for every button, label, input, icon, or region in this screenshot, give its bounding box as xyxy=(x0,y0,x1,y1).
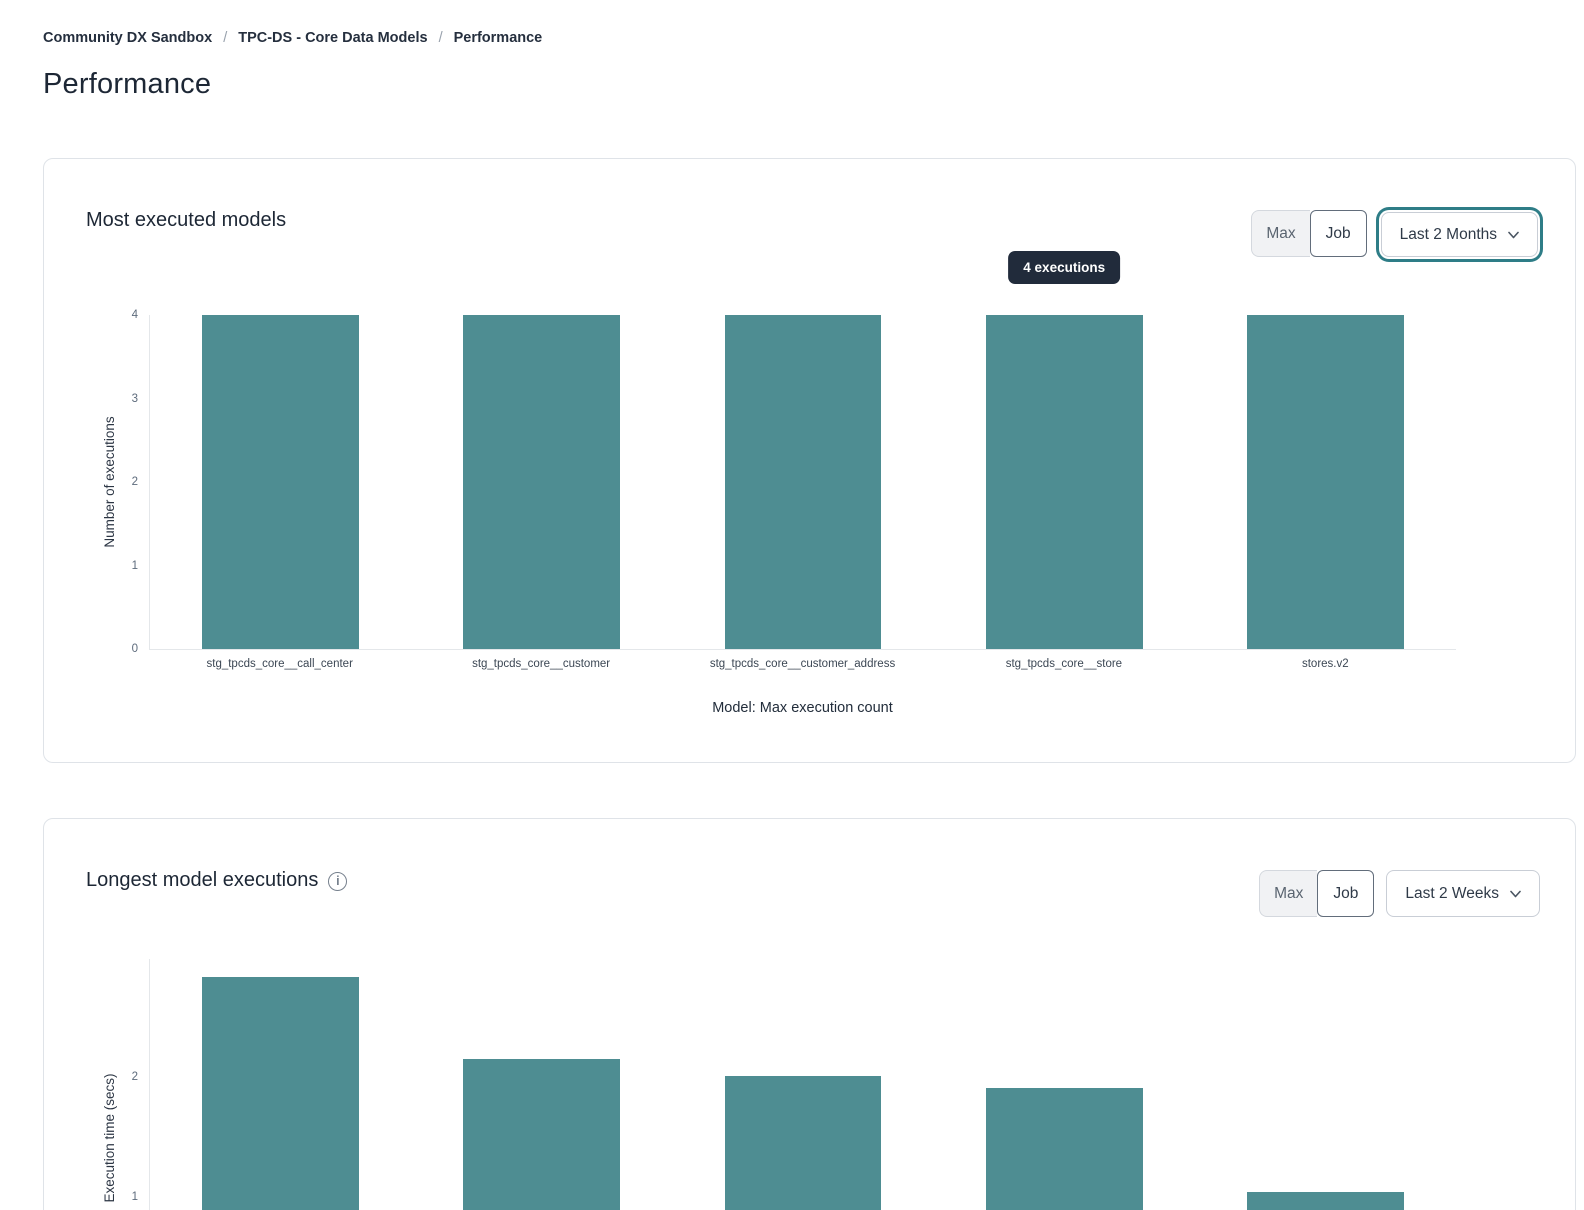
bar[interactable] xyxy=(1247,1192,1404,1210)
toggle-max-button[interactable]: Max xyxy=(1259,870,1318,917)
y-tick-label: 1 xyxy=(131,559,138,572)
category-label: stg_tpcds_core__customer xyxy=(472,658,611,670)
max-job-toggle: Max Job xyxy=(1259,870,1375,917)
breadcrumb-item-project[interactable]: TPC-DS - Core Data Models xyxy=(238,30,428,46)
toggle-job-button[interactable]: Job xyxy=(1309,210,1367,257)
bar-slot xyxy=(934,315,1195,649)
max-job-toggle: Max Job xyxy=(1251,210,1367,257)
y-tick-label: 0 xyxy=(131,643,138,655)
x-axis-label: Model: Max execution count xyxy=(712,700,893,716)
bar[interactable] xyxy=(1247,315,1404,649)
breadcrumb: Community DX Sandbox / TPC-DS - Core Dat… xyxy=(43,30,1584,46)
bar[interactable] xyxy=(985,1087,1143,1210)
most-executed-models-title: Most executed models xyxy=(86,209,287,231)
toggle-max-button[interactable]: Max xyxy=(1251,210,1310,257)
chart-controls: Max Job Last 2 Weeks xyxy=(1259,870,1540,917)
chart-controls: Max Job Last 2 Months xyxy=(1251,210,1540,259)
y-axis-label: Execution time (secs) xyxy=(102,1073,117,1203)
bar-slot xyxy=(672,315,933,649)
time-range-value: Last 2 Weeks xyxy=(1405,884,1499,902)
chevron-down-icon xyxy=(1510,890,1521,897)
info-icon[interactable]: i xyxy=(328,871,348,891)
bar[interactable] xyxy=(202,315,359,649)
time-range-dropdown[interactable]: Last 2 Weeks xyxy=(1386,870,1540,917)
bar-slot xyxy=(150,959,411,1210)
card-header: Most executed models Max Job Last 2 Mont… xyxy=(86,207,1540,257)
category-label: stg_tpcds_core__customer_address xyxy=(709,658,896,670)
plot-area: 4 executions 0 1 2 3 4 xyxy=(132,251,1456,655)
y-tick-label: 3 xyxy=(131,392,138,405)
y-tick-label: 1 xyxy=(131,1190,138,1203)
toggle-job-button[interactable]: Job xyxy=(1317,870,1375,917)
bar[interactable] xyxy=(724,1075,882,1210)
chevron-down-icon xyxy=(1508,231,1519,238)
y-tick-label: 2 xyxy=(131,476,138,488)
chart-tooltip: 4 executions xyxy=(1008,251,1121,284)
bar[interactable] xyxy=(985,315,1143,649)
bars xyxy=(150,959,1456,1210)
y-tick-label: 2 xyxy=(131,1070,138,1083)
card-title-text: Longest model executions xyxy=(86,869,319,891)
page-title: Performance xyxy=(43,68,212,100)
breadcrumb-separator: / xyxy=(438,30,443,46)
y-axis-label: Number of executions xyxy=(102,416,117,548)
bar-slot xyxy=(411,959,672,1210)
bar-slot xyxy=(150,315,411,649)
longest-model-executions-card: Longest model executions i Max Job Last … xyxy=(43,818,1576,1210)
bar[interactable] xyxy=(724,315,882,649)
breadcrumb-item-account[interactable]: Community DX Sandbox xyxy=(43,30,213,46)
time-range-value: Last 2 Months xyxy=(1399,225,1497,243)
longest-model-executions-title: Longest model executions i xyxy=(86,869,348,892)
bar-slot xyxy=(1195,315,1456,649)
category-labels: stg_tpcds_core__call_center stg_tpcds_cor… xyxy=(149,658,1456,670)
y-tick-label: 4 xyxy=(131,309,138,321)
bar[interactable] xyxy=(463,1058,621,1210)
category-label: stores.v2 xyxy=(1301,658,1349,670)
bar[interactable] xyxy=(463,315,621,649)
most-executed-models-card: Most executed models Max Job Last 2 Mont… xyxy=(43,158,1576,763)
category-label: stg_tpcds_core__store xyxy=(1005,658,1123,670)
card-header: Longest model executions i Max Job Last … xyxy=(86,867,1540,917)
bar-slot xyxy=(1195,959,1456,1210)
time-range-dropdown[interactable]: Last 2 Months xyxy=(1380,212,1538,257)
bar-slot xyxy=(672,959,933,1210)
breadcrumb-item-performance[interactable]: Performance xyxy=(453,30,543,46)
breadcrumb-separator: / xyxy=(223,30,228,46)
bar-slot xyxy=(934,959,1195,1210)
bar-slot xyxy=(411,315,672,649)
category-label: stg_tpcds_core__call_center xyxy=(206,658,353,670)
bars xyxy=(150,315,1456,649)
bar[interactable] xyxy=(202,977,359,1210)
